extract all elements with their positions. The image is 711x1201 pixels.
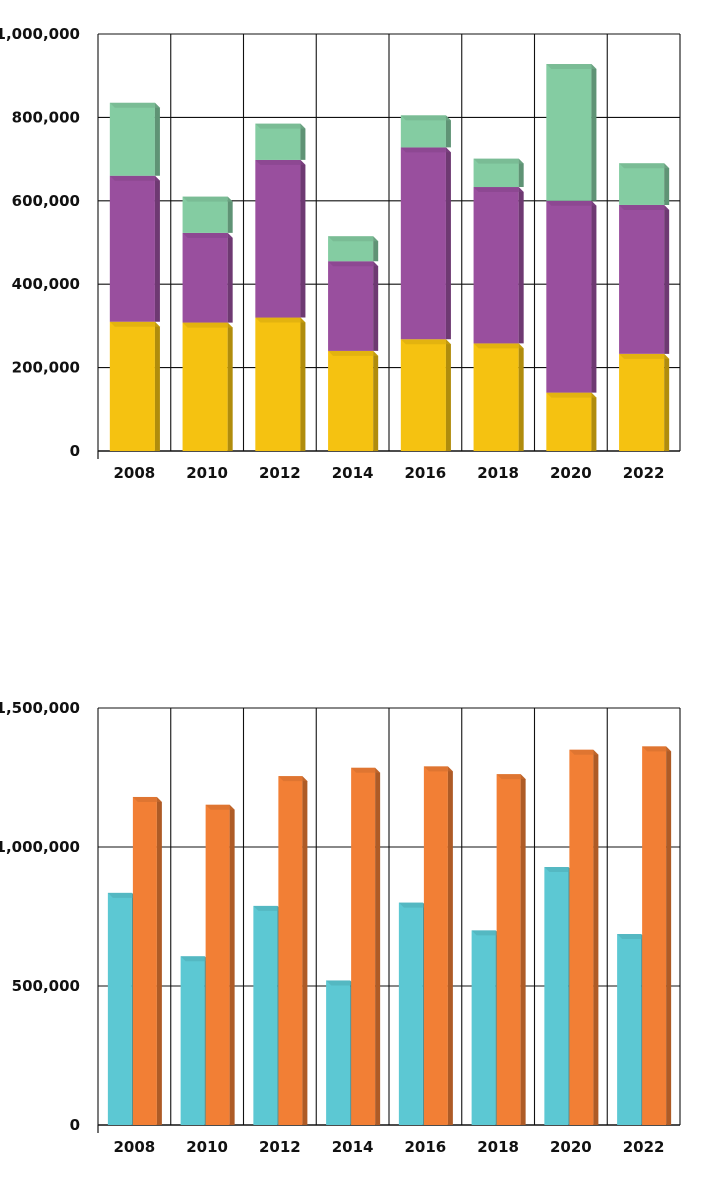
bar-segment <box>182 232 233 323</box>
y-tick-label: 1,000,000 <box>0 25 80 43</box>
bar-segment <box>255 159 306 318</box>
bar <box>398 902 428 1125</box>
bar-segment <box>182 322 233 451</box>
x-tick-label: 2016 <box>405 1138 447 1156</box>
bar <box>180 956 210 1125</box>
bar <box>471 930 501 1125</box>
bar-segment <box>328 236 379 262</box>
x-tick-label: 2008 <box>114 1138 156 1156</box>
bar-segment <box>182 196 233 233</box>
bar <box>132 796 162 1125</box>
bar-segment <box>546 392 597 451</box>
x-tick-labels: 2008 2010 2012 2014 2016 2018 2020 2022 <box>114 464 665 482</box>
x-tick-labels: 2008 2010 2012 2014 2016 2018 2020 2022 <box>114 1138 665 1156</box>
bar-segment <box>400 147 451 340</box>
x-tick-label: 2012 <box>259 464 301 482</box>
bar-segment <box>619 163 670 205</box>
x-tick-label: 2010 <box>186 1138 228 1156</box>
bar <box>253 905 283 1125</box>
bar <box>544 867 574 1125</box>
bar-segment <box>546 64 597 201</box>
bar-segment <box>546 200 597 393</box>
x-tick-label: 2016 <box>405 464 447 482</box>
y-tick-label: 200,000 <box>12 359 80 377</box>
bar <box>326 980 356 1125</box>
x-tick-label: 2022 <box>623 1138 665 1156</box>
bar-segment <box>255 123 306 160</box>
bar-segment <box>328 261 379 351</box>
bar <box>496 774 526 1125</box>
bar-segment <box>473 158 524 188</box>
x-tick-label: 2014 <box>332 1138 374 1156</box>
bar <box>205 804 235 1125</box>
bar <box>617 934 647 1125</box>
x-tick-label: 2014 <box>332 464 374 482</box>
bar <box>642 746 672 1125</box>
bar-segment <box>400 339 451 451</box>
x-tick-label: 2018 <box>477 1138 519 1156</box>
bar-segment <box>328 350 379 451</box>
bar-segment <box>473 187 524 344</box>
y-tick-label: 1,000,000 <box>0 838 80 856</box>
y-tick-labels: 0 500,000 1,000,000 1,500,000 <box>0 699 80 1134</box>
y-tick-label: 500,000 <box>12 977 80 995</box>
y-tick-label: 800,000 <box>12 108 80 126</box>
x-tick-label: 2012 <box>259 1138 301 1156</box>
bar-segment <box>109 175 160 322</box>
bars-layer <box>107 746 672 1125</box>
bars-layer <box>109 64 670 451</box>
y-tick-label: 600,000 <box>12 192 80 210</box>
y-tick-label: 0 <box>70 442 80 460</box>
bar <box>423 766 453 1125</box>
x-tick-label: 2022 <box>623 464 665 482</box>
bar <box>351 767 381 1125</box>
bar <box>107 892 137 1125</box>
x-tick-label: 2018 <box>477 464 519 482</box>
bar <box>569 749 599 1125</box>
x-tick-label: 2008 <box>114 464 156 482</box>
y-tick-labels: 0 200,000 400,000 600,000 800,000 1,000,000 <box>0 25 80 460</box>
bar-segment <box>619 353 670 451</box>
grid-layer <box>97 33 681 459</box>
y-tick-label: 400,000 <box>12 275 80 293</box>
x-tick-label: 2010 <box>186 464 228 482</box>
x-tick-label: 2020 <box>550 1138 592 1156</box>
y-tick-label: 0 <box>70 1116 80 1134</box>
bar-segment <box>109 321 160 451</box>
y-tick-label: 1,500,000 <box>0 699 80 717</box>
x-tick-label: 2020 <box>550 464 592 482</box>
bar-segment <box>473 343 524 451</box>
stacked-bar-chart: 0 200,000 400,000 600,000 800,000 1,000,000 2… <box>0 25 681 482</box>
bar-segment <box>619 204 670 354</box>
bar-segment <box>400 115 451 148</box>
bar-segment <box>109 102 160 176</box>
bar <box>278 776 308 1125</box>
bar-segment <box>255 317 306 451</box>
